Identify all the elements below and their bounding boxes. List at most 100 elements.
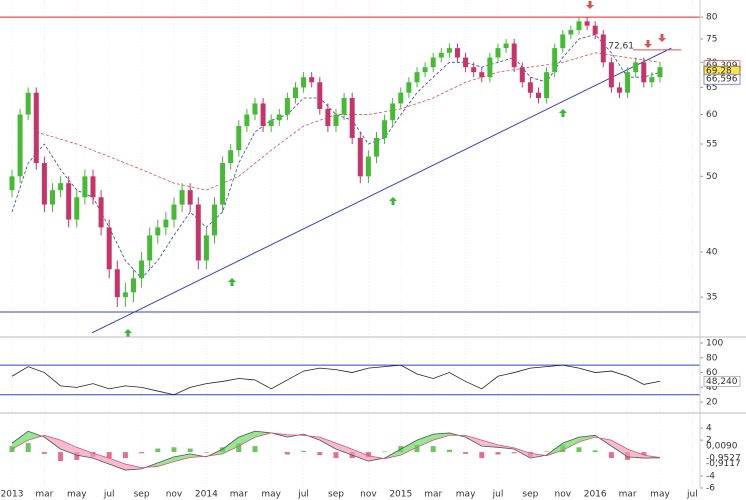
signal-arrows (124, 1, 666, 337)
sell-arrow (586, 1, 594, 9)
histogram-bar (58, 452, 64, 462)
histogram-bar (446, 449, 452, 453)
macd-fill (611, 440, 628, 457)
candle-body (179, 190, 185, 205)
macd-fill (416, 434, 434, 448)
macd-fill (109, 458, 126, 471)
candle-body (600, 34, 606, 63)
candle-body (122, 292, 128, 298)
candle-body (649, 77, 655, 83)
macd-fill (173, 453, 191, 462)
macd-fill (238, 431, 255, 447)
macd-fill (335, 443, 353, 456)
y-tick-label: 100 (706, 338, 723, 348)
histogram-bar (333, 452, 339, 459)
macd-fill (368, 455, 385, 462)
candle-body (633, 62, 639, 73)
x-tick-label: 2013 (1, 490, 24, 500)
histogram-bar (365, 452, 371, 458)
y-tick-label: 50 (706, 172, 718, 182)
candle-body (163, 219, 169, 228)
candle-body (325, 108, 331, 127)
candle-body (471, 67, 477, 73)
histogram-bar (187, 448, 193, 453)
histogram-bar (511, 452, 517, 454)
candle-body (114, 269, 120, 298)
x-tick-label: nov (555, 490, 572, 500)
candle-body (657, 67, 663, 78)
candle-body (592, 25, 598, 35)
x-tick-label: may (67, 490, 87, 500)
macd-fill (11, 431, 29, 450)
candle-body (49, 190, 55, 205)
x-tick-label: jul (492, 490, 504, 500)
buy-arrow (228, 278, 236, 286)
x-tick-label: mar (619, 490, 637, 500)
histogram-bar (463, 452, 469, 454)
macd-label: -0,9527 (706, 453, 741, 463)
histogram-bar (576, 447, 582, 453)
candle-body (17, 114, 23, 177)
histogram-bar (382, 451, 388, 453)
candle-body (576, 21, 582, 31)
macd-fill (60, 440, 77, 456)
histogram-bar (317, 452, 323, 456)
candle-body (284, 98, 290, 115)
x-tick-label: nov (360, 490, 377, 500)
candle-body (503, 43, 509, 49)
x-tick-label: sep (328, 490, 344, 500)
y-tick-label: 55 (706, 140, 717, 150)
y-tick-label: 75 (706, 34, 717, 44)
x-tick-label: mar (424, 490, 442, 500)
candle-body (187, 190, 193, 205)
histogram-bar (608, 452, 614, 459)
macd-fill (433, 432, 450, 441)
candle-body (438, 52, 444, 58)
candle-body (211, 204, 217, 236)
annotation: 72,61 (608, 41, 634, 51)
candle-body (430, 57, 436, 68)
x-tick-label: mar (230, 490, 248, 500)
moving-average (36, 52, 661, 191)
histogram-bar (641, 452, 647, 456)
candle-body (616, 87, 622, 93)
macd-fill (157, 456, 174, 467)
candle-body (9, 176, 15, 191)
candle-body (244, 114, 250, 127)
candle-body (446, 48, 452, 53)
sell-arrow (644, 40, 652, 48)
y-tick-label: 40 (706, 247, 718, 257)
candle-body (33, 92, 39, 164)
candle-body (220, 163, 226, 205)
y-tick-label: 65 (706, 83, 717, 93)
candle-body (268, 120, 274, 127)
candle-body (341, 98, 347, 115)
candle-body (66, 183, 72, 220)
price-label: 69,28 (706, 67, 732, 77)
y-tick-label: 4 (706, 424, 712, 434)
moving-average (11, 34, 661, 279)
x-tick-label: sep (134, 490, 150, 500)
candle-body (98, 197, 104, 228)
buy-arrow (389, 197, 397, 205)
candle-body (276, 114, 282, 121)
x-tick-label: may (650, 490, 670, 500)
candle-body (203, 235, 209, 261)
candle-body (130, 278, 136, 293)
candle-body (309, 77, 315, 83)
y-tick-label: 60 (706, 110, 718, 120)
histogram-bar (479, 452, 485, 459)
y-tick-label: 20 (706, 398, 718, 408)
y-tick-label: 80 (706, 13, 718, 23)
candle-body (390, 103, 396, 121)
trend-line (91, 47, 672, 334)
candle-body (463, 57, 469, 68)
rsi-line (11, 364, 661, 396)
plot: 2013 mar may jul sep nov 2014 mar may jul sep nov 20… (0, 13, 741, 500)
candle-body (495, 48, 501, 58)
candle-body (544, 72, 550, 99)
sell-arrow (658, 34, 666, 42)
